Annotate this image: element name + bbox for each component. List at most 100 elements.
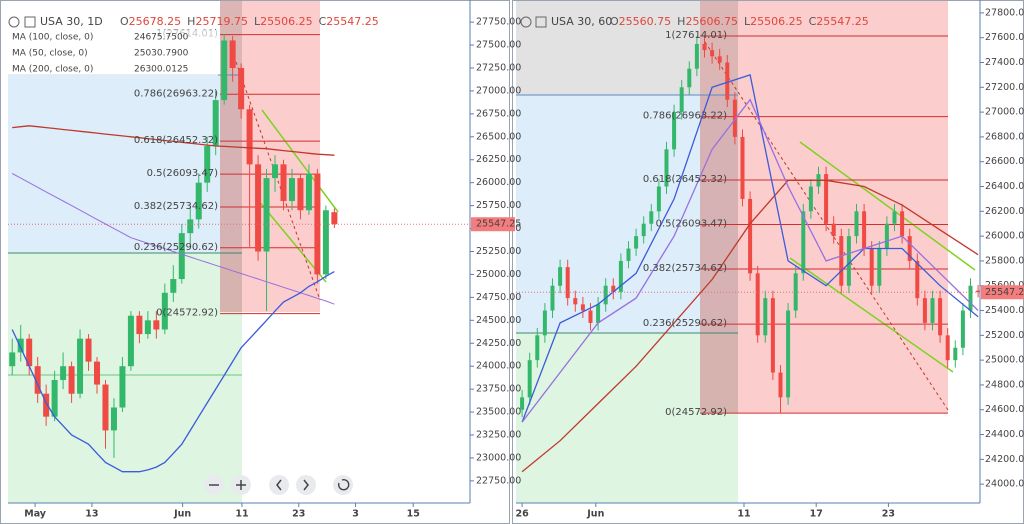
ohlc-value: 25678.25: [129, 15, 182, 28]
legend-name: MA (100, close, 0): [12, 33, 93, 43]
candle-body: [626, 248, 631, 261]
candle-body: [611, 285, 616, 292]
last-price-box: [471, 217, 515, 232]
legend-bg: [8, 62, 218, 76]
fib-label: 0.618(26452.32): [134, 135, 218, 146]
x-tick-label: 11: [235, 509, 248, 520]
y-tick-label: 24000.00: [985, 479, 1024, 490]
y-tick-label: 25800.00: [985, 255, 1024, 266]
candle-body: [687, 68, 692, 88]
candle-body: [119, 366, 126, 408]
y-tick-label: 27000.00: [985, 107, 1024, 118]
candle-body: [748, 198, 753, 274]
y-tick-label: 27400.00: [985, 57, 1024, 68]
y-tick-label: 24600.00: [985, 404, 1024, 415]
candle-body: [892, 211, 897, 224]
x-tick-label: 26: [515, 509, 529, 520]
y-tick-label: 23000.00: [476, 452, 521, 463]
x-tick-label: 15: [407, 509, 420, 520]
moving-average: [11, 271, 335, 473]
candle-body: [161, 292, 168, 330]
reset-button[interactable]: [333, 475, 353, 495]
candle-body: [68, 366, 75, 394]
plot-area: [516, 35, 980, 473]
y-tick-label: 25250.00: [476, 246, 521, 257]
y-tick-label: 24200.00: [985, 454, 1024, 465]
candle-body: [877, 248, 882, 286]
scroll-left-button[interactable]: [269, 475, 289, 495]
symbol-title: USA 30, 60: [551, 15, 612, 28]
candle-body: [801, 211, 806, 274]
y-tick-label: 27250.00: [476, 62, 521, 73]
candle-body: [960, 310, 965, 348]
candle-body: [238, 67, 245, 110]
candle-body: [520, 397, 525, 410]
ohlc-prefix: O: [120, 15, 129, 28]
plot-area: [8, 34, 470, 473]
y-tick-label: 27600.00: [985, 32, 1024, 43]
fib-label: 0.5(26093.47): [147, 168, 219, 179]
candle-body: [263, 178, 270, 252]
fib-label: 0.236(25290.62): [134, 242, 218, 253]
right-zones: [516, 0, 948, 503]
candle-body: [862, 211, 867, 249]
y-tick-label: 26000.00: [985, 231, 1024, 242]
candle-body: [778, 372, 783, 398]
symbol-title: USA 30, 1D: [40, 15, 103, 28]
y-tick-label: 27500.00: [476, 40, 521, 51]
candle-body: [603, 285, 608, 305]
candle-body: [672, 112, 677, 150]
candle-body: [127, 315, 134, 367]
x-tick-label: 13: [85, 509, 98, 520]
x-tick-label: 11: [737, 509, 750, 520]
y-tick-label: 26200.00: [985, 206, 1024, 217]
fib-label: 0(24572.92): [665, 407, 727, 418]
candle-body: [656, 186, 661, 212]
moving-average: [521, 179, 979, 473]
candle-body: [938, 298, 943, 336]
candle-body: [869, 248, 874, 286]
candle-body: [976, 290, 980, 293]
ohlc-readout: O25678.25 H25719.75 L25506.25 C25547.25: [120, 15, 379, 28]
candle-body: [34, 366, 41, 394]
candle-body: [565, 267, 570, 299]
candle-body: [280, 164, 287, 202]
moving-average: [12, 125, 335, 156]
candle-body: [535, 335, 540, 361]
y-tick-label: 23250.00: [476, 430, 521, 441]
legend-bg: [8, 30, 218, 44]
y-tick-label: 24250.00: [476, 338, 521, 349]
candle-body: [831, 223, 836, 237]
y-tick-label: 26000.00: [476, 177, 521, 188]
y-tick-label: 24800.00: [985, 379, 1024, 390]
x-tick-label: 17: [810, 509, 823, 520]
y-tick-label: 24750.00: [476, 292, 521, 303]
scroll-right-button[interactable]: [296, 475, 316, 495]
candle-body: [907, 236, 912, 261]
candle-body: [17, 338, 24, 353]
candle-body: [786, 310, 791, 398]
candle-body: [573, 298, 578, 305]
candle-body: [884, 223, 889, 249]
candle-body: [102, 384, 109, 431]
candle-body: [246, 109, 253, 165]
legend-value: 25030.7900: [134, 49, 189, 59]
legend-bg: [8, 46, 218, 60]
candle-body: [187, 219, 194, 234]
candle-body: [51, 379, 58, 417]
y-tick-label: 27800.00: [985, 7, 1024, 18]
candle-body: [968, 285, 973, 311]
fib-label: 0.5(26093.47): [656, 219, 728, 230]
fib-label: 0.786(26963.22): [643, 111, 727, 122]
fib-label: 0.382(25734.62): [643, 263, 727, 274]
y-tick-label: 25750.00: [476, 200, 521, 211]
candle-body: [542, 310, 547, 336]
candle-body: [26, 338, 33, 367]
candle-body: [144, 320, 151, 335]
candle-body: [204, 145, 211, 183]
legend-value: 24675.7500: [134, 33, 189, 43]
y-tick-label: 27200.00: [985, 82, 1024, 93]
y-tick-label: 26750.00: [476, 108, 521, 119]
candle-body: [288, 178, 295, 202]
ohlc-prefix: O: [610, 15, 619, 28]
